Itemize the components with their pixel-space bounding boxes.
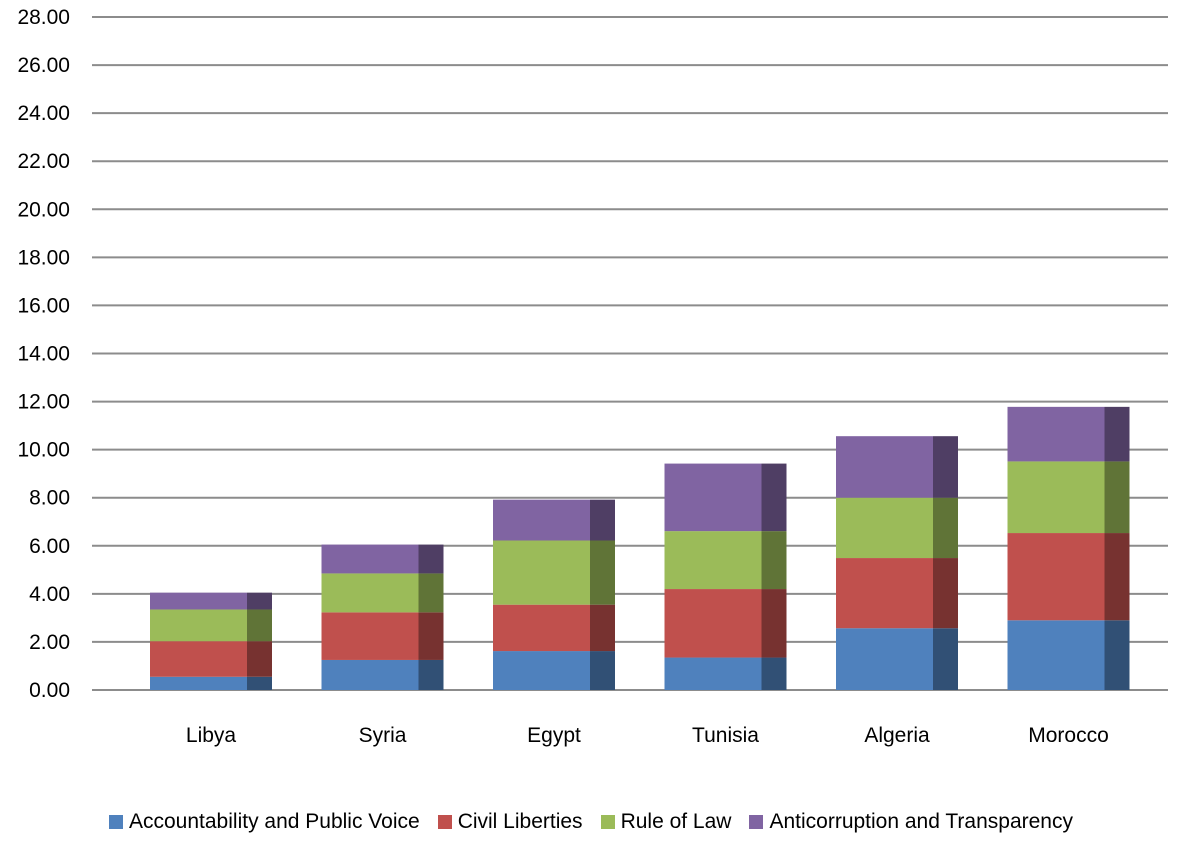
legend: Accountability and Public Voice Civil Lib…	[0, 810, 1182, 834]
bar-segment-side	[247, 641, 272, 677]
bar-segment	[836, 436, 933, 498]
x-category-label: Egypt	[527, 724, 581, 747]
bar-segment	[1007, 620, 1105, 690]
y-tick-label: 2.00	[29, 631, 70, 654]
y-tick-label: 0.00	[29, 679, 70, 702]
y-tick-label: 20.00	[17, 198, 70, 221]
bars	[150, 406, 1130, 690]
bar-segment	[664, 589, 762, 658]
y-tick-label: 6.00	[29, 535, 70, 558]
bar-segment	[493, 604, 590, 652]
legend-item: Anticorruption and Transparency	[749, 810, 1073, 834]
bar-segment	[493, 499, 590, 541]
bar-segment-side	[933, 558, 958, 629]
y-tick-label: 28.00	[17, 6, 70, 29]
bar-segment	[150, 676, 247, 690]
y-tick-label: 8.00	[29, 487, 70, 510]
x-category-label: Morocco	[1028, 724, 1109, 747]
legend-label: Accountability and Public Voice	[129, 810, 420, 833]
x-category-label: Libya	[186, 724, 237, 747]
bar-segment-side	[1104, 461, 1130, 534]
bar-segment-side	[418, 659, 444, 690]
bar-segment-side	[1104, 620, 1130, 690]
bar-segment-side	[590, 604, 615, 652]
bar-segment-side	[761, 657, 787, 690]
bar-segment	[836, 558, 933, 629]
bar-segment-side	[1104, 406, 1130, 462]
legend-item: Accountability and Public Voice	[109, 810, 420, 834]
bar-segment	[321, 544, 419, 574]
bar-segment	[664, 531, 762, 590]
y-tick-label: 4.00	[29, 583, 70, 606]
bar-segment-side	[761, 463, 787, 532]
bar-segment	[664, 657, 762, 690]
bar-segment-side	[590, 540, 615, 605]
legend-label: Civil Liberties	[457, 810, 583, 833]
legend-label: Rule of Law	[620, 810, 732, 833]
bar-segment	[493, 651, 590, 690]
legend-item: Civil Liberties	[437, 810, 583, 834]
bar-segment-side	[418, 573, 444, 613]
legend-swatch	[109, 815, 123, 829]
bar-segment-side	[761, 531, 787, 590]
legend-swatch	[437, 815, 452, 829]
x-category-label: Algeria	[864, 724, 930, 747]
bar-segment	[493, 540, 590, 605]
y-tick-label: 22.00	[17, 150, 70, 173]
bar-segment-side	[247, 676, 272, 690]
bar-segment	[150, 641, 247, 677]
bar-segment-side	[590, 499, 615, 541]
bar-segment	[150, 609, 247, 642]
bar-segment	[150, 592, 247, 610]
legend-label: Anticorruption and Transparency	[769, 810, 1073, 833]
y-axis-tick-labels: 0.00 2.00 4.00 6.00 8.00 10.00 12.00 14.00 16.00…	[17, 6, 70, 702]
y-tick-label: 18.00	[17, 246, 70, 269]
bar-segment	[1007, 533, 1105, 621]
bar-segment-side	[418, 544, 444, 574]
y-tick-label: 16.00	[17, 294, 70, 317]
legend-swatch	[749, 815, 764, 829]
bar-segment-side	[933, 436, 958, 498]
bar-segment-side	[247, 592, 272, 610]
bar-segment	[321, 659, 419, 690]
bar-segment-side	[761, 589, 787, 658]
bar-segment	[1007, 406, 1105, 462]
gridlines	[92, 16, 1168, 691]
bar-segment-side	[933, 628, 958, 690]
bar-segment-side	[1104, 533, 1130, 621]
bar-segment	[664, 463, 762, 532]
bar-segment-side	[418, 612, 444, 660]
y-tick-label: 12.00	[17, 391, 70, 414]
bar-segment	[836, 497, 933, 559]
x-category-label: Tunisia	[692, 724, 759, 747]
x-axis-category-labels: Libya Syria Egypt Tunisia Algeria Morocco	[186, 724, 1109, 747]
bar-segment-side	[590, 651, 615, 690]
bar-segment	[836, 628, 933, 690]
x-category-label: Syria	[359, 724, 407, 747]
bar-segment	[1007, 461, 1105, 534]
bar-segment-side	[933, 497, 958, 559]
bar-segment	[321, 573, 419, 613]
y-tick-label: 14.00	[17, 343, 70, 366]
y-tick-label: 24.00	[17, 102, 70, 125]
legend-swatch	[600, 815, 615, 829]
y-tick-label: 10.00	[17, 439, 70, 462]
y-tick-label: 26.00	[17, 54, 70, 77]
bar-segment-side	[247, 609, 272, 642]
bar-segment	[321, 612, 419, 660]
legend-item: Rule of Law	[600, 810, 732, 834]
